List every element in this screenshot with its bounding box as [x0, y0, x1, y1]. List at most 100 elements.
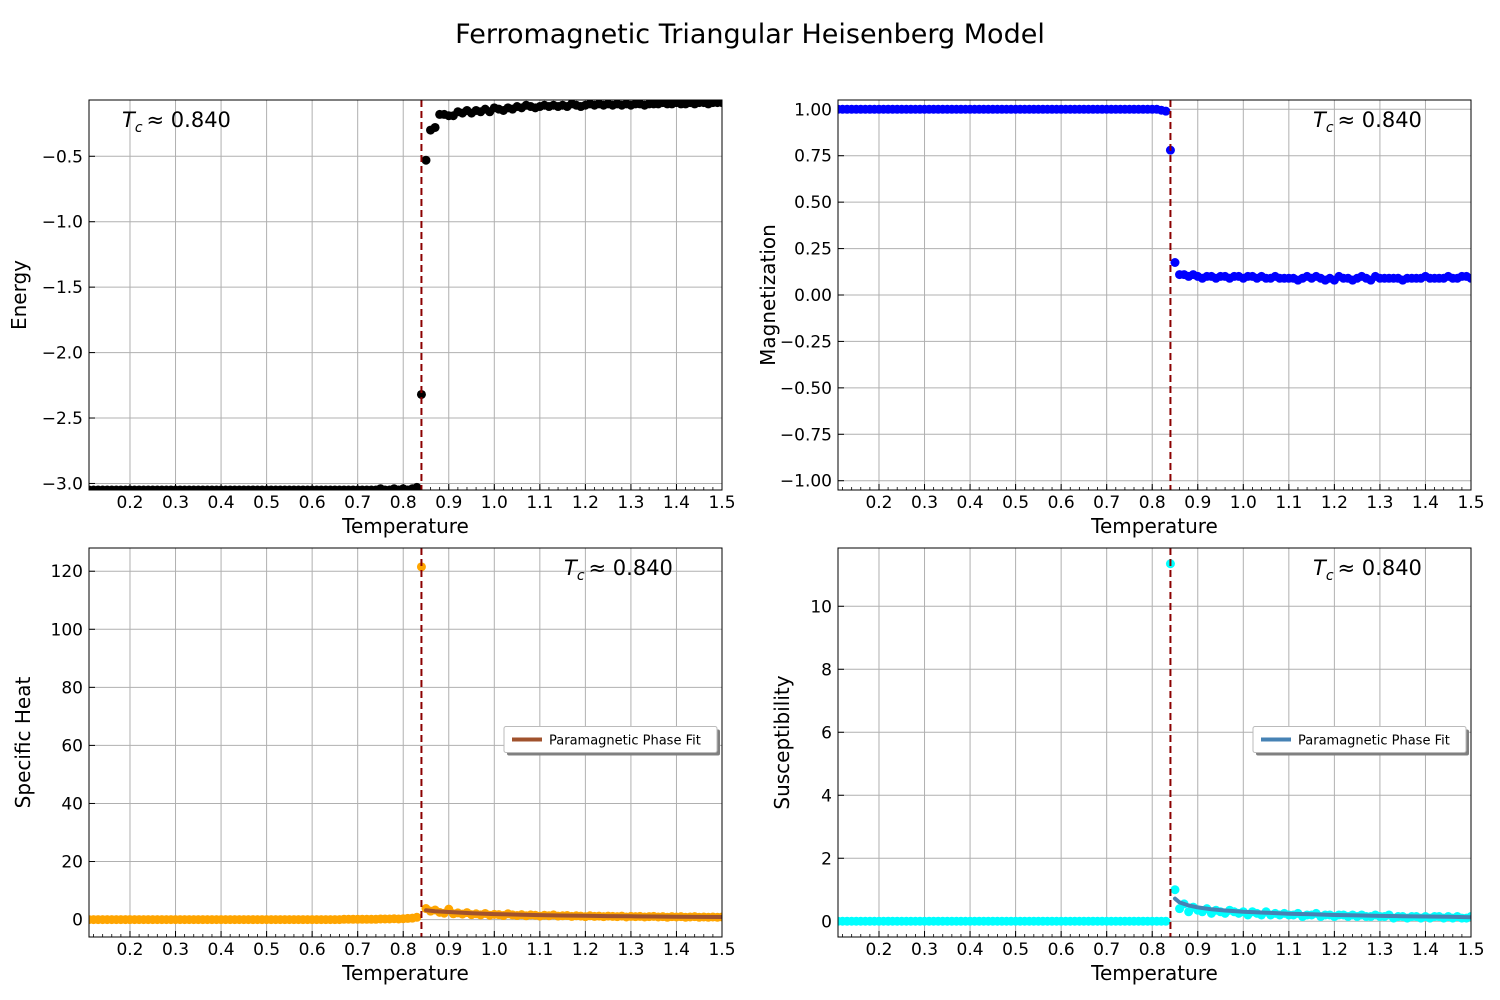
magnetization-xlabel: Temperature	[1090, 514, 1218, 538]
energy-ytick-label: −3.0	[42, 474, 83, 494]
magnetization-xtick-label: 1.0	[1230, 493, 1257, 513]
energy-tc-annotation: Tc ≈ 0.840	[122, 108, 231, 136]
specific-heat-xtick-label: 0.2	[116, 940, 143, 960]
energy-xtick-label: 0.2	[116, 493, 143, 513]
energy-xtick-label: 0.9	[435, 493, 462, 513]
specific-heat-xtick-label: 1.4	[663, 940, 690, 960]
specific-heat-ytick-label: 120	[51, 562, 83, 582]
magnetization-xtick-label: 0.5	[1002, 493, 1029, 513]
energy-xtick-label: 1.0	[481, 493, 508, 513]
susceptibility-ylabel: Susceptibility	[770, 675, 794, 809]
magnetization-xtick-label: 0.8	[1139, 493, 1166, 513]
magnetization-ytick-label: −1.00	[780, 472, 832, 492]
susceptibility-xtick-label: 0.7	[1093, 940, 1120, 960]
energy-ytick-label: −0.5	[42, 147, 83, 167]
susceptibility-fit-line	[1173, 896, 1471, 920]
energy-point	[421, 155, 431, 165]
specific-heat-point	[412, 912, 422, 922]
energy-point	[717, 100, 722, 108]
susceptibility-panel: 0.2 0.3 0.4 0.5 0.6 0.7 0.8 0.9 1.0 1.1 1.2 1.3 1.4 1…	[770, 547, 1485, 985]
susceptibility-xtick-label: 0.3	[911, 940, 938, 960]
energy-points	[89, 100, 722, 490]
susceptibility-xtick-label: 1.0	[1230, 940, 1257, 960]
susceptibility-ytick-label: 0	[821, 912, 832, 932]
specific-heat-ytick-label: 20	[61, 853, 83, 873]
susceptibility-xtick-label: 0.2	[865, 940, 892, 960]
magnetization-ytick-label: 0.50	[794, 193, 832, 213]
specific-heat-xtick-label: 0.8	[390, 940, 417, 960]
magnetization-point	[1466, 273, 1471, 283]
energy-point	[430, 122, 440, 132]
energy-ytick-label: −2.5	[42, 409, 83, 429]
energy-xtick-label: 0.5	[253, 493, 280, 513]
specific-heat-xtick-label: 0.7	[344, 940, 371, 960]
magnetization-ytick-label: −0.75	[780, 425, 832, 445]
specific-heat-xtick-label: 0.9	[435, 940, 462, 960]
magnetization-ytick-label: 1.00	[794, 100, 832, 120]
magnetization-xtick-label: 0.7	[1093, 493, 1120, 513]
specific-heat-xtick-label: 1.3	[617, 940, 644, 960]
specific-heat-tc-annotation: Tc ≈ 0.840	[564, 556, 673, 584]
specific-heat-frame	[88, 547, 723, 938]
energy-xtick-label: 1.1	[526, 493, 553, 513]
susceptibility-xtick-label: 1.4	[1412, 940, 1439, 960]
energy-ytick-label: −1.0	[42, 213, 83, 233]
susceptibility-xtick-label: 0.6	[1048, 940, 1075, 960]
susceptibility-xtick-label: 0.9	[1184, 940, 1211, 960]
susceptibility-ytick-label: 8	[821, 660, 832, 680]
energy-xtick-label: 1.3	[617, 493, 644, 513]
energy-frame	[88, 99, 723, 491]
susceptibility-ytick-label: 10	[810, 597, 832, 617]
susceptibility-xtick-label: 0.4	[957, 940, 984, 960]
specific-heat-xlabel: Temperature	[341, 961, 469, 985]
magnetization-xtick-label: 1.3	[1366, 493, 1393, 513]
susceptibility-ytick-label: 6	[821, 723, 832, 743]
magnetization-ytick-label: 0.75	[794, 147, 832, 167]
energy-xtick-label: 1.2	[572, 493, 599, 513]
specific-heat-xtick-label: 0.4	[208, 940, 235, 960]
specific-heat-ytick-label: 0	[72, 911, 83, 931]
susceptibility-xtick-label: 0.8	[1139, 940, 1166, 960]
specific-heat-xtick-label: 1.1	[526, 940, 553, 960]
susceptibility-xtick-label: 1.2	[1321, 940, 1348, 960]
specific-heat-ytick-label: 60	[61, 736, 83, 756]
susceptibility-ytick-label: 4	[821, 786, 832, 806]
magnetization-xtick-label: 1.5	[1457, 493, 1484, 513]
energy-xlabel: Temperature	[341, 514, 469, 538]
energy-xtick-label: 1.5	[708, 493, 735, 513]
energy-point	[416, 389, 426, 399]
magnetization-tc-annotation: Tc ≈ 0.840	[1313, 108, 1422, 136]
specific-heat-legend: Paramagnetic Phase Fit	[503, 726, 720, 756]
specific-heat-ytick-label: 40	[61, 794, 83, 814]
magnetization-ytick-label: −0.50	[780, 379, 832, 399]
magnetization-point	[1170, 258, 1180, 267]
specific-heat-legend-label: Paramagnetic Phase Fit	[549, 734, 701, 749]
specific-heat-fit-line	[424, 908, 722, 919]
energy-panel: 0.2 0.3 0.4 0.5 0.6 0.7 0.8 0.9 1.0 1.1 1.2 1.3 1.4 1…	[7, 99, 736, 538]
specific-heat-xtick-label: 1.2	[572, 940, 599, 960]
energy-ylabel: Energy	[7, 260, 31, 330]
figure-title: Ferromagnetic Triangular Heisenberg Mode…	[455, 19, 1045, 50]
magnetization-point	[1161, 106, 1171, 116]
magnetization-xtick-label: 0.6	[1048, 493, 1075, 513]
magnetization-xtick-label: 1.2	[1321, 493, 1348, 513]
magnetization-ytick-label: 0.25	[794, 240, 832, 260]
specific-heat-panel: 0.2 0.3 0.4 0.5 0.6 0.7 0.8 0.9 1.0 1.1 1.2 1.3 1.4 1…	[11, 547, 736, 985]
specific-heat-ylabel: Specific Heat	[11, 677, 35, 809]
energy-ytick-label: −2.0	[42, 344, 83, 364]
energy-xtick-label: 0.8	[390, 493, 417, 513]
specific-heat-xtick-label: 1.0	[481, 940, 508, 960]
magnetization-xtick-label: 1.4	[1412, 493, 1439, 513]
susceptibility-frame	[837, 547, 1472, 938]
susceptibility-xtick-label: 1.3	[1366, 940, 1393, 960]
susceptibility-point	[1161, 916, 1171, 926]
specific-heat-xtick-label: 0.6	[299, 940, 326, 960]
magnetization-points	[838, 104, 1471, 285]
specific-heat-ytick-label: 80	[61, 678, 83, 698]
magnetization-xtick-label: 0.3	[911, 493, 938, 513]
magnetization-xtick-label: 0.4	[957, 493, 984, 513]
magnetization-panel: 0.2 0.3 0.4 0.5 0.6 0.7 0.8 0.9 1.0 1.1 1.2 1.3 1.4 1…	[756, 99, 1485, 538]
magnetization-ytick-label: 0.00	[794, 286, 832, 306]
magnetization-xtick-label: 1.1	[1275, 493, 1302, 513]
specific-heat-point	[416, 562, 426, 572]
